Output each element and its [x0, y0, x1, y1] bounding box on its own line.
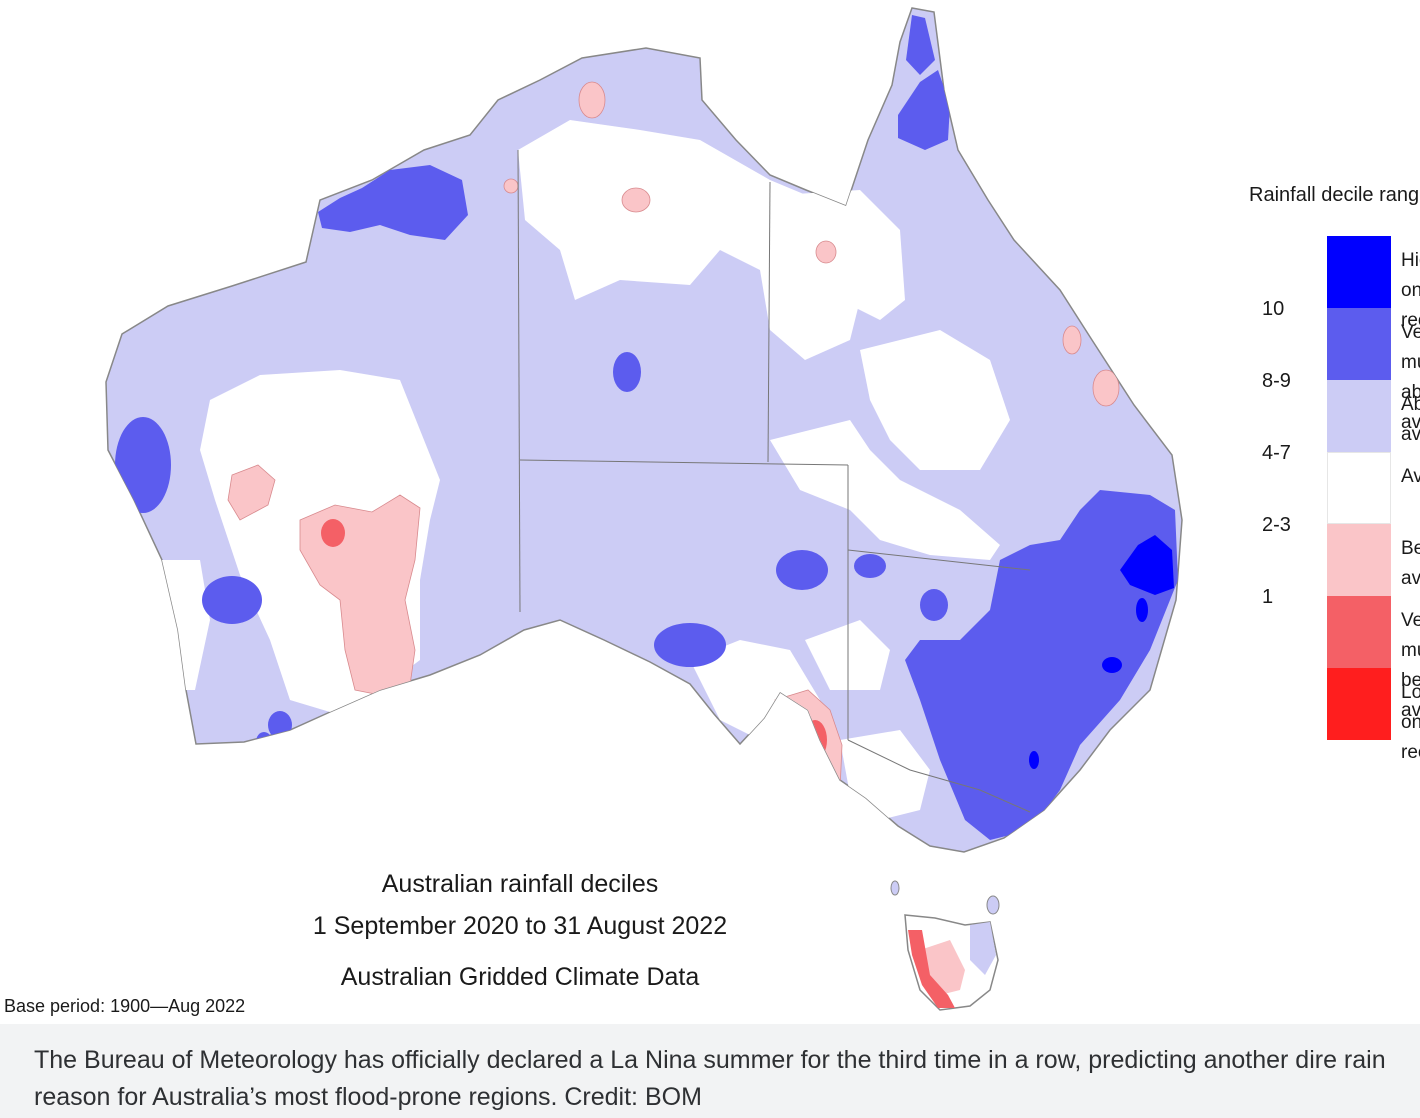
very-much-above-average-region-cape-york-north: [906, 15, 935, 75]
below-average-spot-kimberley: [503, 178, 519, 194]
king-island: [890, 880, 900, 896]
below-average-spot-qld-coast-north: [1062, 325, 1082, 355]
legend-decile-label: 1: [1262, 586, 1274, 608]
very-much-above-average-region-nsw: [905, 490, 1178, 840]
very-much-above-average-region-nsw-west: [920, 589, 948, 621]
average-region-queensland-interior: [860, 330, 1010, 470]
below-average-region-western-small: [227, 464, 276, 521]
average-region-northern-territory: [518, 120, 860, 360]
below-average-spot-qld-coast: [1092, 369, 1120, 407]
legend-item: Highest on record: [0, 236, 1420, 331]
tasmania-very-much-below-average-region: [908, 930, 955, 1008]
map-title-line-1: Australian rainfall deciles: [381, 870, 659, 898]
average-region-west-coast: [160, 560, 210, 690]
very-much-above-average-region-sa-north: [654, 623, 726, 667]
legend-swatch: [1327, 236, 1391, 308]
legend-description: Very much below average: [1401, 610, 1420, 721]
legend-item: Below average: [0, 524, 1420, 596]
legend-title: Rainfall decile ranges: [1249, 184, 1420, 206]
legend-item: Above average: [0, 380, 1420, 452]
highest-on-record-spot-victoria: [1029, 751, 1039, 769]
legend-item: Lowest on record: [0, 668, 1420, 763]
very-much-above-average-region-sa-east: [776, 550, 828, 590]
base-period-note: Base period: 1900—Aug 2022: [4, 996, 246, 1016]
legend-item: Very much below average: [0, 596, 1420, 721]
average-region-queensland-central: [770, 420, 1000, 560]
australia-rainfall-map: [105, 7, 1183, 1011]
rainfall-decile-map-figure: Australian rainfall deciles 1 September …: [0, 7, 1420, 1016]
highest-on-record-region-nsw-coast: [1120, 535, 1174, 595]
legend-description: Below average: [1401, 538, 1420, 589]
legend-description: Average: [1401, 466, 1420, 487]
legend-description: Highest on record: [1401, 250, 1420, 331]
legend-decile-label: 4-7: [1262, 442, 1291, 464]
legend-decile-label: 10: [1262, 298, 1285, 320]
below-average-spot-gulf: [815, 240, 837, 264]
very-much-below-average-spot-western-desert: [321, 519, 345, 547]
tasmania-above-average-region: [970, 922, 996, 975]
map-title-line-3: Australian Gridded Climate Data: [340, 963, 700, 991]
very-much-above-average-region-goldfields: [202, 576, 262, 624]
legend-description: Lowest on record: [1401, 682, 1420, 763]
legend-item: Average: [0, 452, 1420, 524]
legend-description: Above average: [1401, 394, 1420, 445]
very-much-above-average-region-nt: [613, 352, 641, 392]
map-title-line-2: 1 September 2020 to 31 August 2022: [312, 912, 728, 940]
highest-on-record-spot-nsw-mid: [1136, 598, 1148, 622]
legend-swatch: [1327, 596, 1391, 668]
legend-swatch: [1327, 308, 1391, 380]
image-caption: The Bureau of Meteorology has officially…: [0, 1024, 1420, 1118]
legend-swatch: [1327, 380, 1391, 452]
below-average-spot-arnhem: [578, 81, 606, 119]
very-much-above-average-region-cape-york: [898, 70, 950, 150]
very-much-above-average-region-sa-northeast: [854, 554, 886, 578]
state-borders: [517, 149, 1031, 813]
legend-decile-label: 2-3: [1262, 514, 1291, 536]
very-much-above-average-region-pilbara: [318, 165, 468, 240]
average-region-gulf-country: [780, 190, 905, 320]
legend-decile-label: 8-9: [1262, 370, 1291, 392]
legend-swatch: [1327, 452, 1391, 524]
highest-on-record-spot-nsw-coast: [1102, 657, 1122, 673]
legend-swatch: [1327, 524, 1391, 596]
legend-description: Very much above average: [1401, 322, 1420, 433]
legend-swatch: [1327, 668, 1391, 740]
below-average-spot-nt-central: [621, 187, 651, 213]
very-much-above-average-region-gascoyne: [115, 417, 171, 513]
legend-item: Very much above average: [0, 308, 1420, 433]
flinders-island: [986, 895, 1000, 915]
